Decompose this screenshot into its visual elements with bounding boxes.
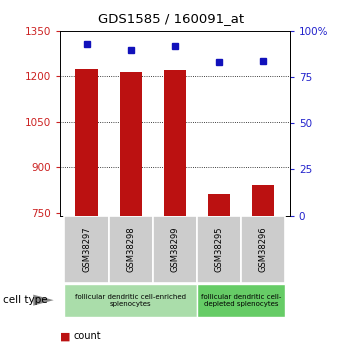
Bar — [120, 72, 142, 216]
Text: GSM38296: GSM38296 — [259, 226, 268, 272]
Text: follicular dendritic cell-
depleted splenocytes: follicular dendritic cell- depleted sple… — [201, 294, 281, 307]
Text: GSM38299: GSM38299 — [170, 227, 179, 272]
Bar — [241, 216, 285, 283]
Text: follicular dendritic cell-enriched
splenocytes: follicular dendritic cell-enriched splen… — [75, 294, 186, 307]
Text: count: count — [74, 332, 102, 341]
Bar — [64, 216, 109, 283]
Text: cell type: cell type — [3, 295, 48, 305]
Bar — [252, 185, 274, 216]
Polygon shape — [33, 295, 54, 306]
Text: GDS1585 / 160091_at: GDS1585 / 160091_at — [98, 12, 245, 25]
Bar — [197, 216, 241, 283]
Text: GSM38297: GSM38297 — [82, 226, 91, 272]
Bar — [75, 69, 98, 216]
Text: GSM38298: GSM38298 — [126, 226, 135, 272]
Bar — [208, 195, 230, 216]
Bar — [197, 284, 285, 317]
Bar — [164, 70, 186, 216]
Bar — [64, 284, 197, 317]
Text: GSM38295: GSM38295 — [215, 227, 224, 272]
Bar — [109, 216, 153, 283]
Text: ■: ■ — [60, 332, 71, 341]
Bar — [153, 216, 197, 283]
